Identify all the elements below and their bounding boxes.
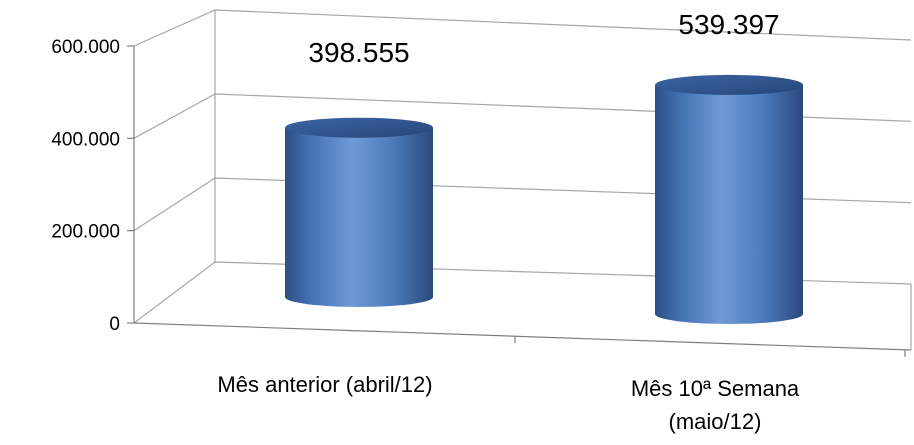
category-label: Mês 10ª Semana (631, 376, 800, 401)
y-tick-label: 0 (109, 314, 120, 335)
bar-body (285, 127, 433, 307)
bar (285, 117, 433, 307)
bar (655, 74, 803, 324)
bar-top (655, 74, 803, 95)
y-tick-label: 400.000 (51, 129, 120, 150)
bar-top (285, 117, 433, 138)
bars (285, 74, 803, 324)
y-tick-label: 200.000 (51, 222, 120, 243)
category-label: Mês anterior (abril/12) (217, 372, 432, 397)
axes (127, 10, 912, 357)
bar-body (655, 84, 803, 324)
x-axis (133, 322, 912, 351)
data-label: 398.555 (308, 37, 409, 68)
category-label: (maio/12) (669, 409, 762, 434)
gridline (133, 9, 912, 47)
labels: 0 200.000 400.000 600.000 398.555 539.397 Mês … (51, 9, 800, 434)
data-label: 539.397 (678, 9, 779, 40)
y-tick-label: 600.000 (51, 37, 120, 58)
